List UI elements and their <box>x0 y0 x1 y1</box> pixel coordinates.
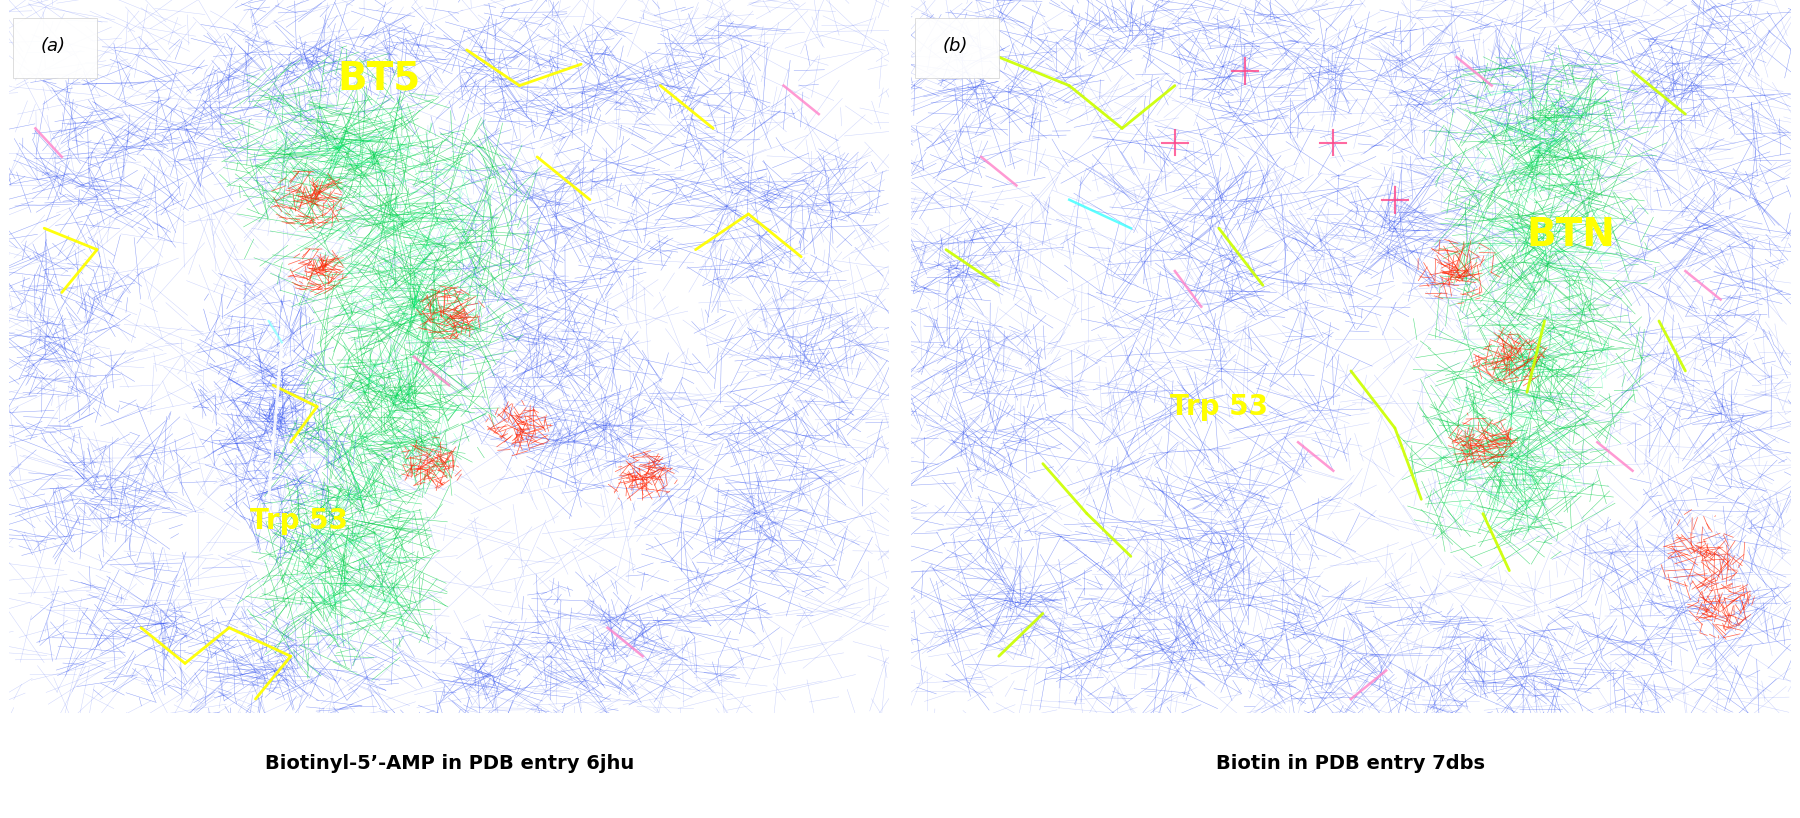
Text: Biotinyl-5’-AMP in PDB entry 6jhu: Biotinyl-5’-AMP in PDB entry 6jhu <box>265 754 635 773</box>
FancyBboxPatch shape <box>914 18 999 79</box>
Text: (a): (a) <box>41 38 65 56</box>
Text: (b): (b) <box>941 38 967 56</box>
FancyBboxPatch shape <box>13 18 97 79</box>
Text: Trp 53: Trp 53 <box>1170 393 1267 420</box>
Text: BTN: BTN <box>1526 217 1615 254</box>
Text: Biotin in PDB entry 7dbs: Biotin in PDB entry 7dbs <box>1215 754 1485 773</box>
Text: BT5: BT5 <box>337 60 421 97</box>
Text: Trp 53: Trp 53 <box>250 506 349 535</box>
